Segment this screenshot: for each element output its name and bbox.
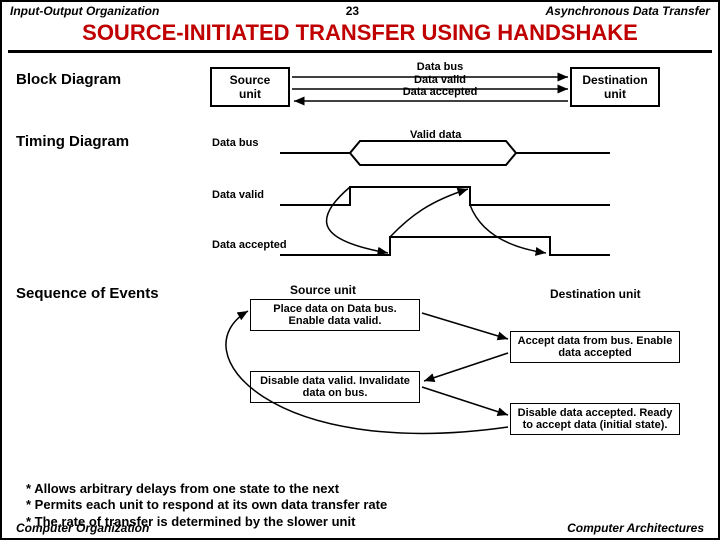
header-right: Asynchronous Data Transfer [545,4,710,18]
footer-right: Computer Architectures [567,521,704,535]
sequence-of-events: Sequence of Events Source unit Destinati… [10,281,710,471]
slide-title: SOURCE-INITIATED TRANSFER USING HANDSHAK… [8,18,712,53]
timing-diagram: Timing Diagram Data bus Valid data Data … [10,131,710,271]
footer-left: Computer Organization [16,521,149,535]
block-arrows [10,61,714,121]
header-left: Input-Output Organization [10,4,159,18]
slide-header: Input-Output Organization 23 Asynchronou… [2,2,718,18]
slide-footer: Computer Organization Computer Architect… [2,521,718,535]
header-page: 23 [346,4,359,18]
seq-arrows [10,281,714,471]
bullet-2: * Permits each unit to respond at its ow… [26,497,387,513]
block-diagram: Block Diagram Source unit Data bus Data … [10,61,710,121]
timing-waveforms [10,131,714,281]
bullet-1: * Allows arbitrary delays from one state… [26,481,387,497]
